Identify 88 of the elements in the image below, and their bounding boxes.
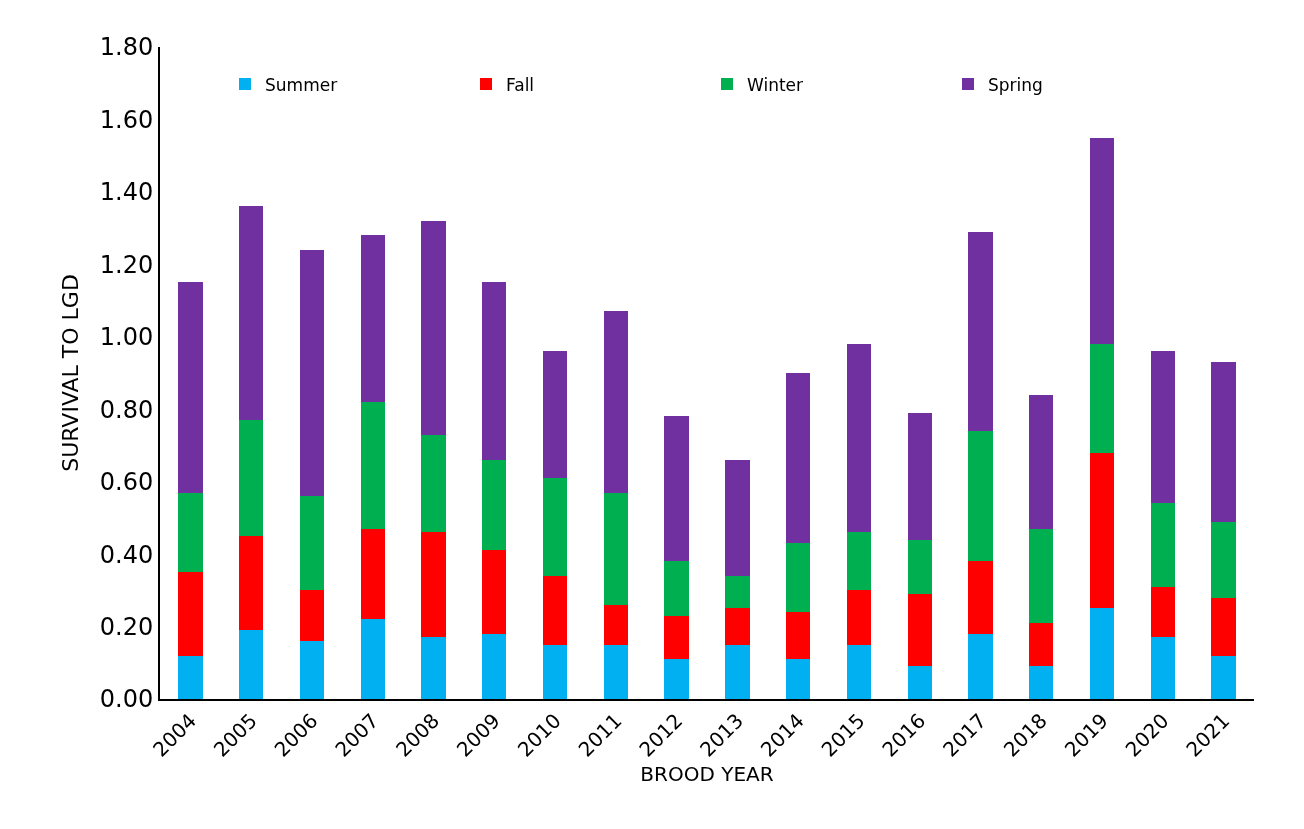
- bar: [239, 420, 264, 536]
- bar: [907, 666, 932, 699]
- bar: [786, 543, 811, 613]
- bar: [239, 536, 264, 631]
- bar: [664, 659, 689, 699]
- bar: [360, 401, 385, 529]
- bar: [299, 590, 325, 642]
- bar: [1211, 362, 1236, 522]
- bar: [178, 655, 203, 699]
- bar: [846, 344, 872, 533]
- bar: [725, 608, 750, 645]
- bar: [360, 235, 385, 402]
- bar: [1211, 597, 1236, 656]
- bar: [1150, 586, 1175, 638]
- bar: [178, 572, 203, 656]
- bar: [664, 561, 689, 616]
- bar: [421, 434, 446, 533]
- y-tick-label: 0.40: [99, 540, 154, 569]
- legend-label: Spring: [988, 74, 1043, 95]
- bar: [421, 532, 446, 638]
- bar: [1089, 452, 1115, 609]
- bar: [603, 644, 628, 699]
- x-axis-title: BROOD YEAR: [640, 761, 774, 786]
- bar: [907, 539, 932, 594]
- bar: [1211, 655, 1236, 699]
- bar: [239, 630, 264, 699]
- y-tick-label: 0.00: [99, 685, 154, 714]
- bar: [360, 619, 385, 699]
- bar: [1029, 666, 1054, 699]
- bar: [846, 644, 872, 699]
- y-tick-label: 0.60: [99, 468, 154, 497]
- bar: [1211, 521, 1236, 598]
- bar: [786, 373, 811, 544]
- bar: [299, 641, 325, 699]
- bar: [178, 282, 203, 493]
- y-tick-label: 1.40: [99, 178, 154, 207]
- bar: [846, 590, 872, 645]
- bar: [421, 220, 446, 435]
- legend-label: Winter: [747, 74, 804, 95]
- bar: [178, 492, 203, 573]
- y-axis-title: SURVIVAL TO LGD: [58, 274, 84, 472]
- bar: [542, 575, 568, 645]
- y-tick-label: 0.20: [99, 612, 154, 641]
- bar: [542, 478, 568, 576]
- bar: [725, 575, 750, 609]
- bar: [603, 604, 628, 645]
- bar: [603, 311, 628, 493]
- bar: [1089, 137, 1115, 345]
- bar: [725, 644, 750, 699]
- bar: [907, 593, 932, 667]
- bar: [664, 615, 689, 660]
- y-tick-label: 1.20: [99, 250, 154, 279]
- bar: [1029, 622, 1054, 667]
- y-tick-label: 1.80: [99, 33, 154, 62]
- bar: [968, 561, 993, 634]
- bar: [360, 528, 385, 620]
- bar: [1089, 608, 1115, 699]
- bar: [1029, 528, 1054, 623]
- bar: [482, 550, 507, 634]
- bar: [968, 430, 993, 562]
- bar: [299, 249, 325, 497]
- legend-label: Fall: [506, 74, 535, 95]
- bar: [968, 633, 993, 699]
- bar: [421, 637, 446, 699]
- bar: [239, 206, 264, 421]
- y-tick-label: 0.80: [99, 395, 154, 424]
- bar: [786, 612, 811, 660]
- bar: [786, 659, 811, 699]
- bar: [482, 459, 507, 551]
- bar: [1150, 637, 1175, 699]
- bar: [907, 412, 932, 540]
- bar: [542, 644, 568, 699]
- bar: [664, 416, 689, 562]
- bar: [725, 459, 750, 576]
- bar: [846, 532, 872, 591]
- bar: [1089, 344, 1115, 453]
- bar: [1029, 394, 1054, 529]
- bar: [542, 351, 568, 479]
- bar: [299, 496, 325, 591]
- bar: [482, 633, 507, 699]
- y-tick-label: 1.60: [99, 105, 154, 134]
- bar: [968, 231, 993, 431]
- bar: [603, 492, 628, 605]
- bar: [482, 282, 507, 460]
- bar: [1150, 503, 1175, 587]
- bar: [1150, 351, 1175, 504]
- y-tick-label: 1.00: [99, 323, 154, 352]
- legend-label: Summer: [265, 74, 338, 95]
